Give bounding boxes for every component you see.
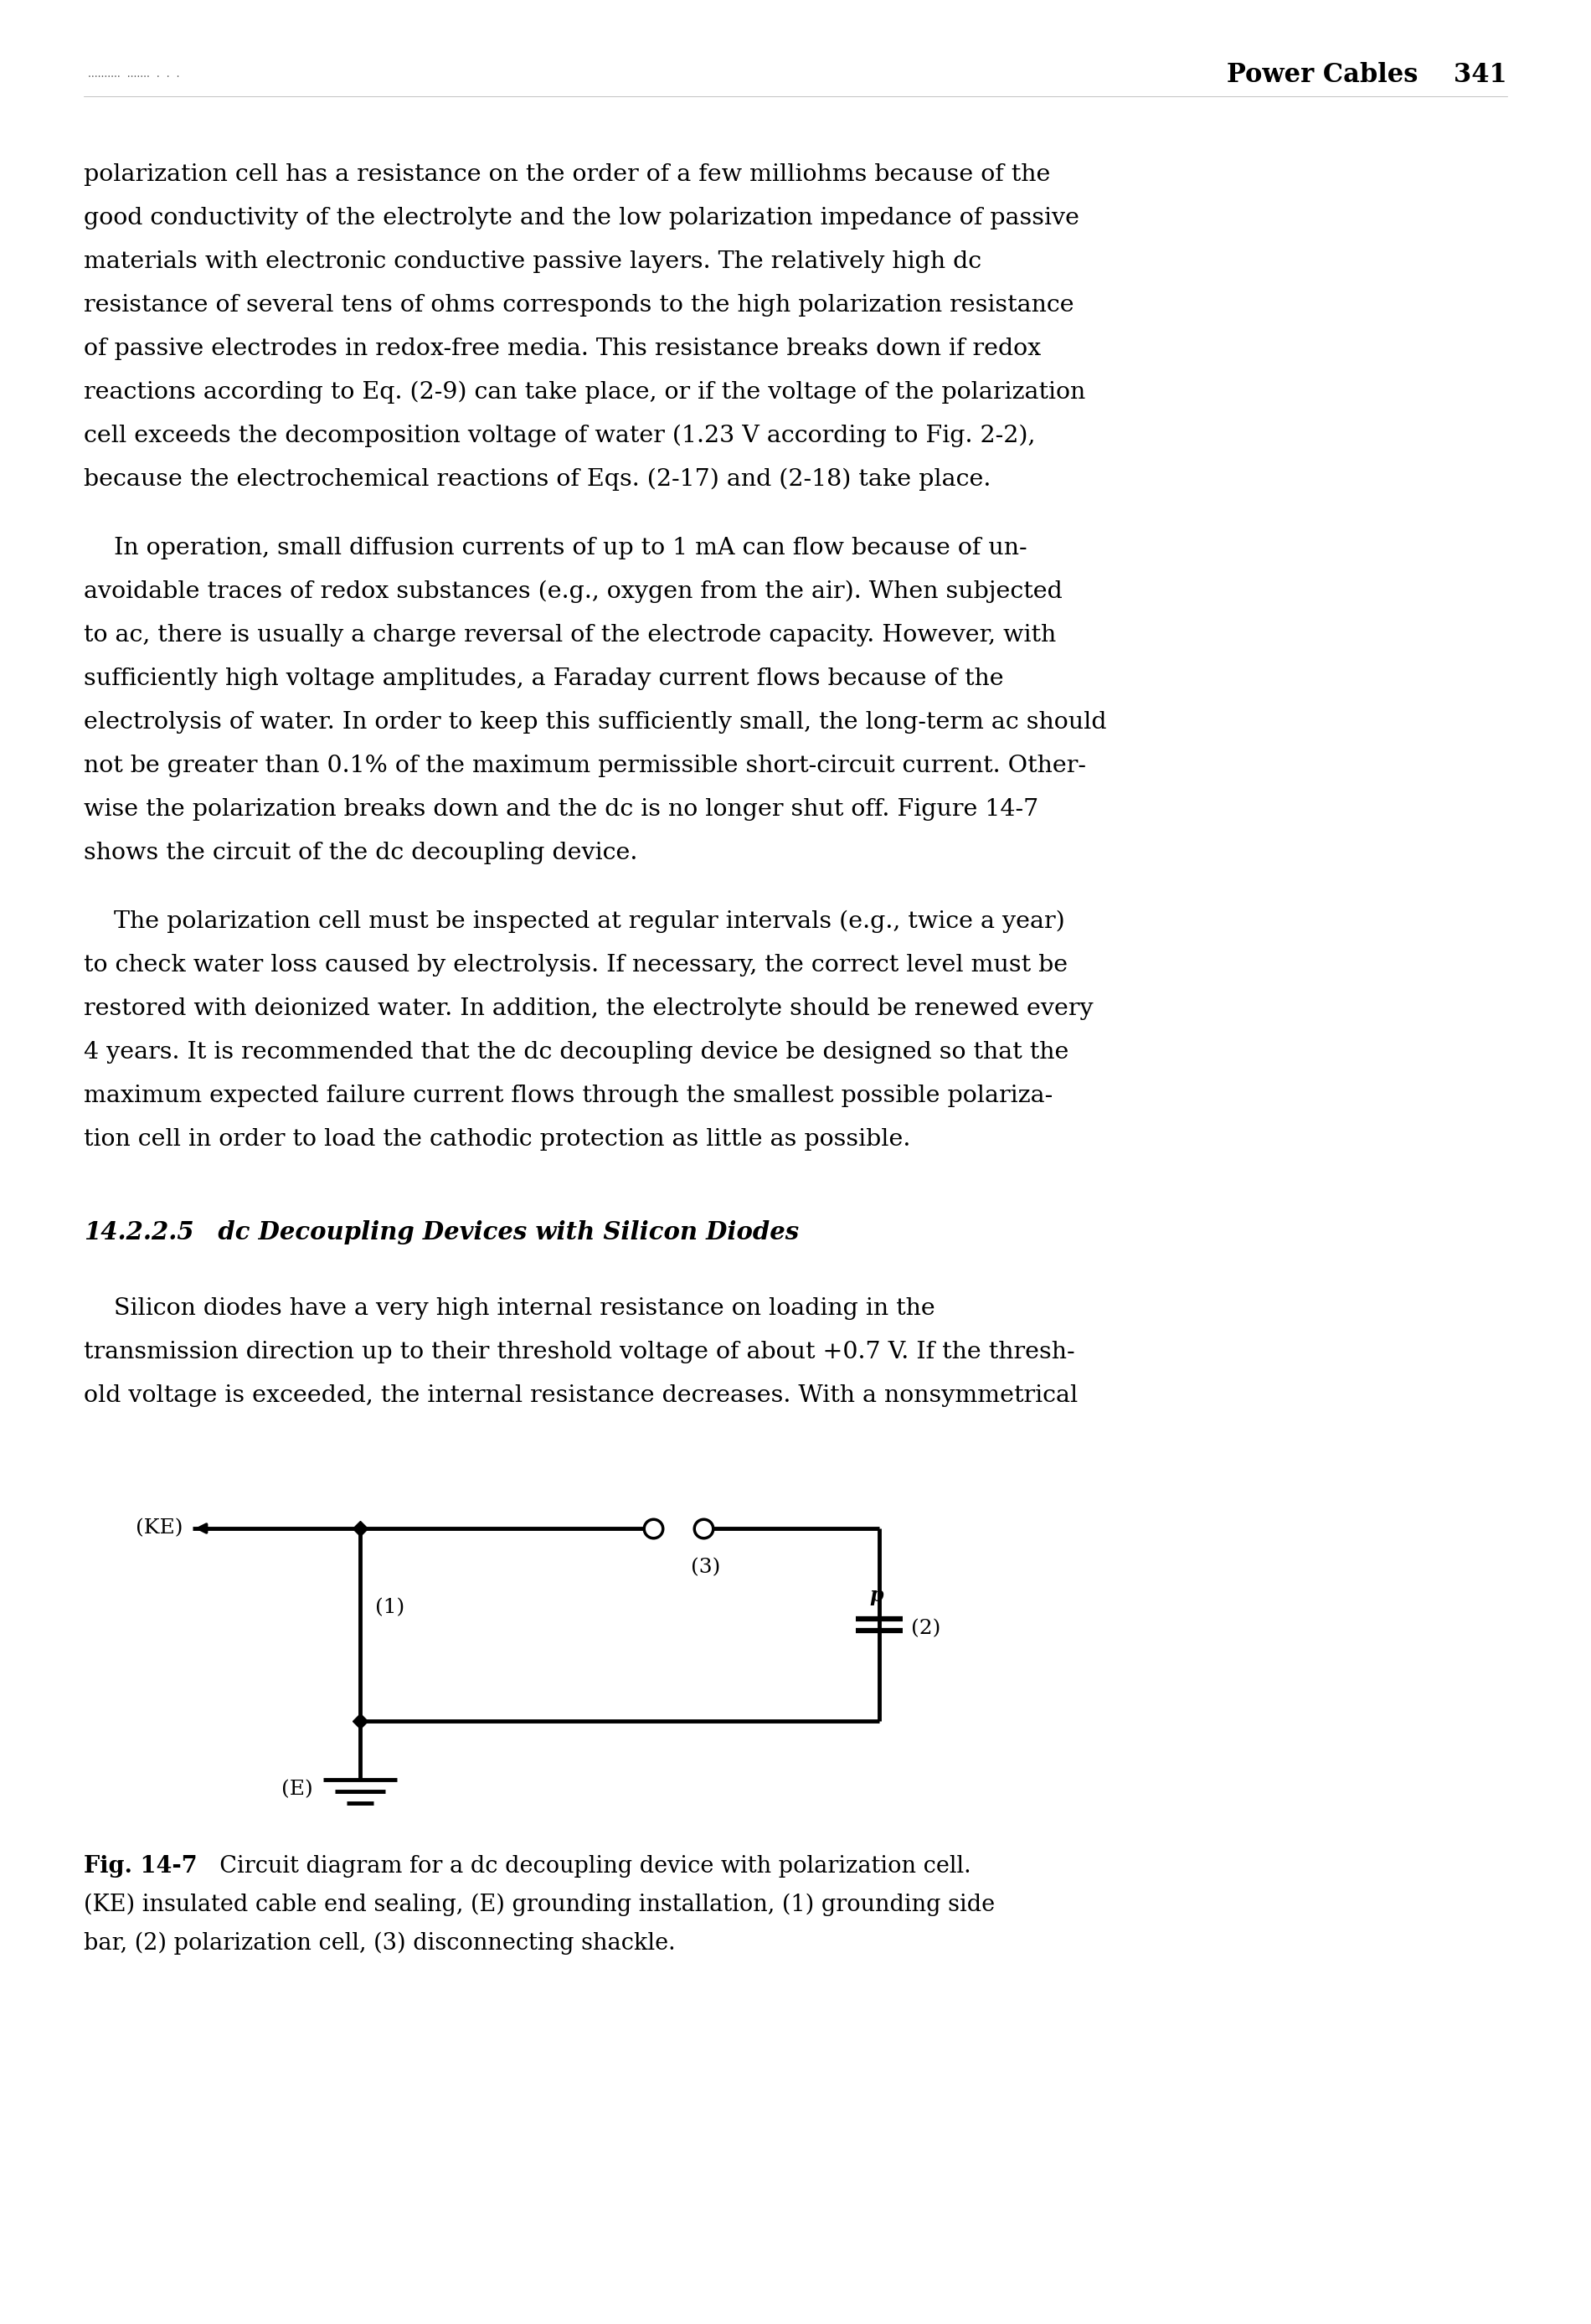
Text: (E): (E) xyxy=(282,1780,313,1799)
Text: sufficiently high voltage amplitudes, a Faraday current flows because of the: sufficiently high voltage amplitudes, a … xyxy=(84,667,1004,690)
Text: of passive electrodes in redox-free media. This resistance breaks down if redox: of passive electrodes in redox-free medi… xyxy=(84,337,1041,360)
Text: shows the circuit of the dc decoupling device.: shows the circuit of the dc decoupling d… xyxy=(84,841,638,865)
Text: Silicon diodes have a very high internal resistance on loading in the: Silicon diodes have a very high internal… xyxy=(84,1297,936,1320)
Text: (1): (1) xyxy=(375,1599,404,1618)
Text: to check water loss caused by electrolysis. If necessary, the correct level must: to check water loss caused by electrolys… xyxy=(84,953,1068,976)
Text: (KE) insulated cable end sealing, (E) grounding installation, (1) grounding side: (KE) insulated cable end sealing, (E) gr… xyxy=(84,1894,994,1917)
Text: restored with deionized water. In addition, the electrolyte should be renewed ev: restored with deionized water. In additi… xyxy=(84,997,1093,1020)
Text: Circuit diagram for a dc decoupling device with polarization cell.: Circuit diagram for a dc decoupling devi… xyxy=(205,1855,971,1878)
Text: (3): (3) xyxy=(690,1557,721,1578)
Text: bar, (2) polarization cell, (3) disconnecting shackle.: bar, (2) polarization cell, (3) disconne… xyxy=(84,1931,676,1954)
Text: materials with electronic conductive passive layers. The relatively high dc: materials with electronic conductive pas… xyxy=(84,251,982,272)
Text: Fig. 14-7: Fig. 14-7 xyxy=(84,1855,197,1878)
Text: In operation, small diffusion currents of up to 1 mA can flow because of un-: In operation, small diffusion currents o… xyxy=(84,537,1028,560)
Text: maximum expected failure current flows through the smallest possible polariza-: maximum expected failure current flows t… xyxy=(84,1085,1053,1106)
Text: good conductivity of the electrolyte and the low polarization impedance of passi: good conductivity of the electrolyte and… xyxy=(84,207,1079,230)
Text: (2): (2) xyxy=(912,1620,940,1638)
Text: 4 years. It is recommended that the dc decoupling device be designed so that the: 4 years. It is recommended that the dc d… xyxy=(84,1041,1069,1064)
Text: wise the polarization breaks down and the dc is no longer shut off. Figure 14-7: wise the polarization breaks down and th… xyxy=(84,797,1039,820)
Text: 14.2.2.5: 14.2.2.5 xyxy=(84,1220,194,1243)
Text: not be greater than 0.1% of the maximum permissible short-circuit current. Other: not be greater than 0.1% of the maximum … xyxy=(84,755,1087,776)
Text: resistance of several tens of ohms corresponds to the high polarization resistan: resistance of several tens of ohms corre… xyxy=(84,293,1074,316)
Text: avoidable traces of redox substances (e.g., oxygen from the air). When subjected: avoidable traces of redox substances (e.… xyxy=(84,581,1063,604)
Text: The polarization cell must be inspected at regular intervals (e.g., twice a year: The polarization cell must be inspected … xyxy=(84,911,1064,934)
Text: tion cell in order to load the cathodic protection as little as possible.: tion cell in order to load the cathodic … xyxy=(84,1127,910,1150)
Text: because the electrochemical reactions of Eqs. (2-17) and (2-18) take place.: because the electrochemical reactions of… xyxy=(84,467,991,490)
Text: Power Cables    341: Power Cables 341 xyxy=(1227,63,1507,88)
Text: (KE): (KE) xyxy=(135,1520,183,1538)
Text: dc Decoupling Devices with Silicon Diodes: dc Decoupling Devices with Silicon Diode… xyxy=(193,1220,799,1243)
Text: reactions according to Eq. (2-9) can take place, or if the voltage of the polari: reactions according to Eq. (2-9) can tak… xyxy=(84,381,1085,404)
Text: ..........  .......  .  .  .: .......... ....... . . . xyxy=(88,67,180,79)
Text: cell exceeds the decomposition voltage of water (1.23 V according to Fig. 2-2),: cell exceeds the decomposition voltage o… xyxy=(84,425,1036,449)
Text: to ac, there is usually a charge reversal of the electrode capacity. However, wi: to ac, there is usually a charge reversa… xyxy=(84,623,1056,646)
Text: electrolysis of water. In order to keep this sufficiently small, the long-term a: electrolysis of water. In order to keep … xyxy=(84,711,1107,734)
Text: polarization cell has a resistance on the order of a few milliohms because of th: polarization cell has a resistance on th… xyxy=(84,163,1050,186)
Text: p: p xyxy=(870,1585,883,1606)
Text: transmission direction up to their threshold voltage of about +0.7 V. If the thr: transmission direction up to their thres… xyxy=(84,1341,1076,1364)
Text: old voltage is exceeded, the internal resistance decreases. With a nonsymmetrica: old voltage is exceeded, the internal re… xyxy=(84,1385,1079,1406)
